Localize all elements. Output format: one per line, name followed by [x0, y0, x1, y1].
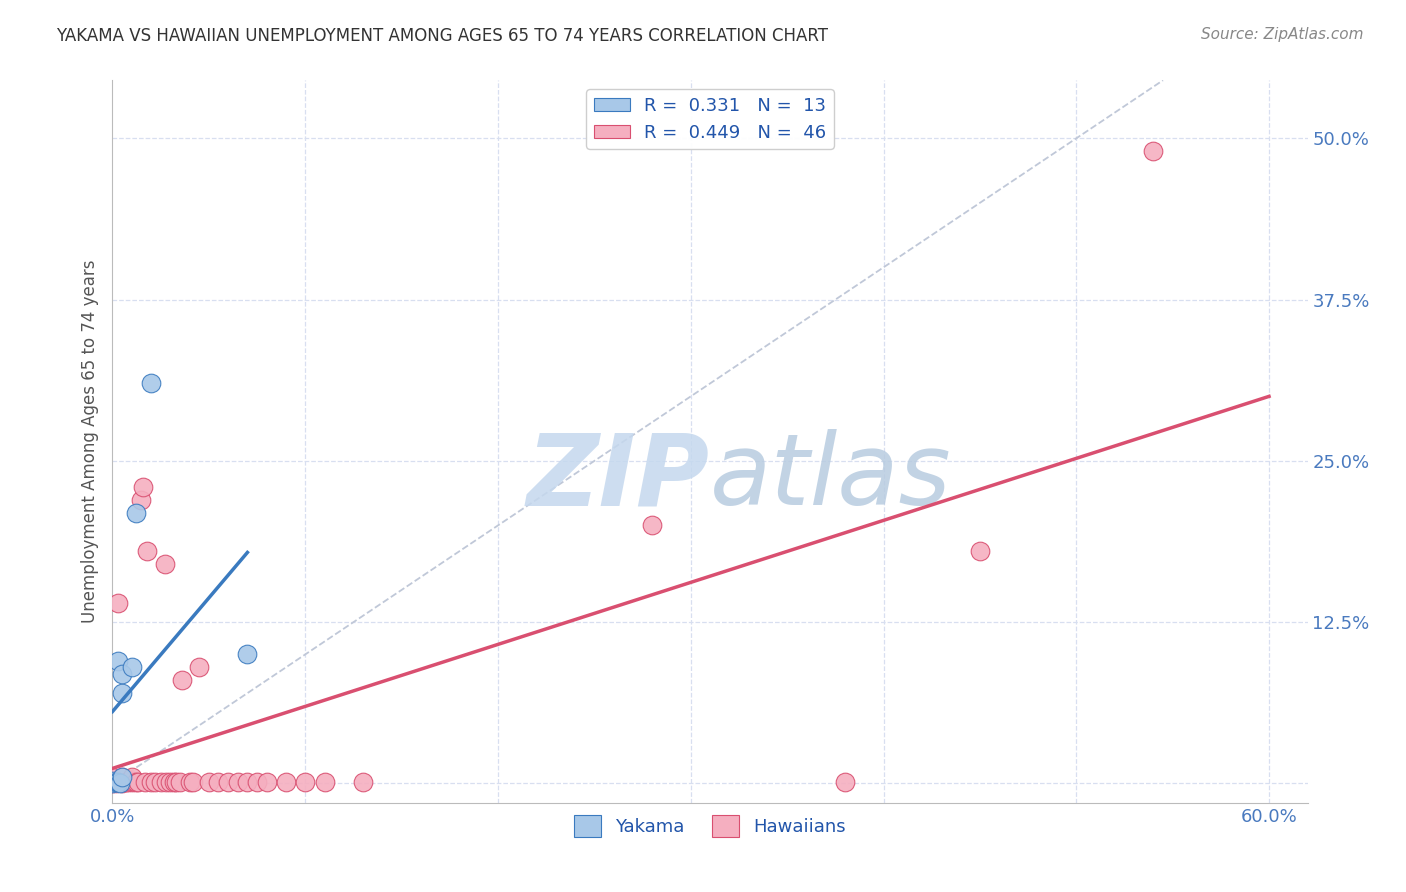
Point [226, 775, 249, 789]
Text: ZIP: ZIP [527, 429, 710, 526]
Point [101, 776, 124, 790]
Text: atlas: atlas [710, 429, 952, 526]
Point [121, 770, 143, 784]
Point [274, 775, 297, 789]
Point [1142, 145, 1164, 159]
Point [105, 775, 128, 789]
Point [246, 775, 269, 789]
Point [153, 557, 176, 571]
Point [121, 775, 143, 789]
Point [294, 775, 316, 789]
Point [139, 376, 162, 391]
Point [131, 492, 153, 507]
Point [132, 480, 155, 494]
Point [155, 775, 177, 789]
Point [183, 775, 205, 789]
Point [834, 775, 856, 789]
Point [143, 775, 166, 789]
Point [107, 775, 129, 789]
Point [121, 773, 143, 788]
Y-axis label: Unemployment Among Ages 65 to 74 years: Unemployment Among Ages 65 to 74 years [80, 260, 98, 624]
Point [101, 773, 124, 788]
Point [107, 596, 129, 610]
Point [163, 775, 186, 789]
Point [969, 544, 991, 558]
Point [124, 506, 146, 520]
Point [127, 775, 149, 789]
Point [198, 775, 221, 789]
Point [134, 775, 156, 789]
Legend: Yakama, Hawaiians: Yakama, Hawaiians [567, 808, 853, 845]
Text: Source: ZipAtlas.com: Source: ZipAtlas.com [1201, 27, 1364, 42]
Point [170, 673, 193, 688]
Point [111, 686, 134, 700]
Point [188, 660, 211, 674]
Point [207, 775, 229, 789]
Point [236, 648, 259, 662]
Point [111, 770, 134, 784]
Point [236, 775, 259, 789]
Point [169, 775, 191, 789]
Point [149, 775, 172, 789]
Point [111, 666, 134, 681]
Point [115, 775, 138, 789]
Point [101, 776, 124, 790]
Point [107, 654, 129, 668]
Point [314, 775, 336, 789]
Point [101, 770, 124, 784]
Point [139, 775, 162, 789]
Point [108, 776, 131, 790]
Point [117, 775, 139, 789]
Text: YAKAMA VS HAWAIIAN UNEMPLOYMENT AMONG AGES 65 TO 74 YEARS CORRELATION CHART: YAKAMA VS HAWAIIAN UNEMPLOYMENT AMONG AG… [56, 27, 828, 45]
Point [136, 544, 159, 558]
Point [121, 660, 143, 674]
Point [111, 776, 134, 790]
Point [256, 775, 278, 789]
Point [352, 775, 374, 789]
Point [101, 773, 124, 788]
Point [641, 518, 664, 533]
Point [165, 775, 187, 789]
Point [124, 775, 146, 789]
Point [105, 776, 128, 790]
Point [217, 775, 239, 789]
Point [111, 770, 134, 784]
Point [159, 775, 181, 789]
Point [179, 775, 201, 789]
